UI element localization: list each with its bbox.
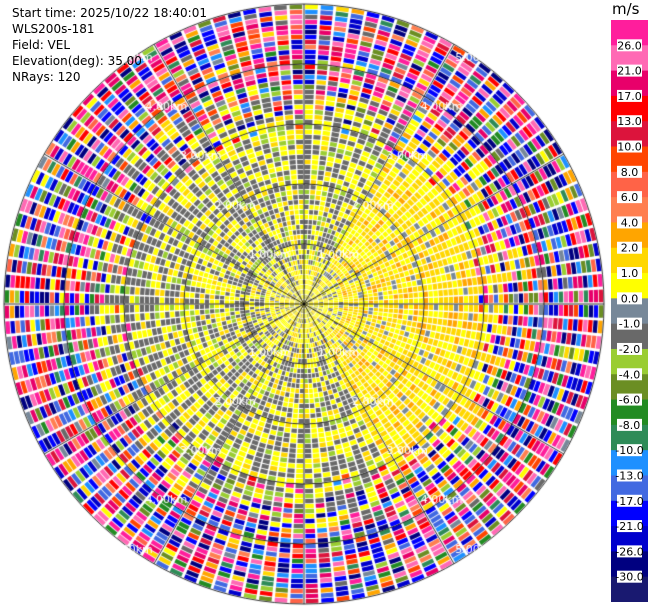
colorbar-tick-bg (617, 494, 642, 507)
colorbar-tick-bg (617, 393, 642, 406)
colorbar-tick-label: -17.0 (615, 495, 643, 508)
colorbar-tick-label: -6.0 (619, 394, 640, 407)
colorbar-tick-bg (617, 342, 642, 355)
colorbar-tick-label: -10.0 (615, 444, 643, 457)
colorbar: 26.0 21.0 17.0 13.0 10.0 8.0 6.0 4.0 2.0 1.0 0.0 -1… (611, 20, 648, 602)
colorbar-tick-label: -30.0 (615, 571, 643, 584)
colorbar-tick-label: 10.0 (617, 141, 642, 154)
colorbar-tick-bg (617, 368, 642, 381)
colorbar-tick-label: 0.0 (621, 292, 639, 305)
colorbar-tick-label: -4.0 (619, 368, 640, 381)
colorbar-tick-bg (617, 64, 642, 77)
colorbar-tick-bg (617, 39, 642, 52)
nrays-label: NRays: 120 (12, 70, 81, 84)
colorbar-tick-bg (617, 317, 642, 330)
instrument-label: WLS200s-181 (12, 22, 95, 36)
colorbar-tick-bg (617, 469, 642, 482)
colorbar-tick-label: -21.0 (615, 520, 643, 533)
colorbar-tick-bg (617, 191, 642, 204)
colorbar-tick-label: 6.0 (621, 191, 639, 204)
colorbar-tick-bg (617, 115, 642, 128)
colorbar-tick-label: -13.0 (615, 469, 643, 482)
colorbar-tick-bg (617, 241, 642, 254)
elevation-label: Elevation(deg): 35.00 (12, 54, 142, 68)
colorbar-tick-bg (617, 89, 642, 102)
colorbar-tick-bg (617, 570, 642, 583)
colorbar-tick-label: -1.0 (619, 318, 640, 331)
colorbar-tick-bg (617, 216, 642, 229)
colorbar-tick-label: 13.0 (617, 115, 642, 128)
colorbar-tick-label: -8.0 (619, 419, 640, 432)
colorbar-tick-label: -2.0 (619, 343, 640, 356)
colorbar-tick-label: 17.0 (617, 90, 642, 103)
colorbar-tick-bg (617, 444, 642, 457)
start-time-label: Start time: 2025/10/22 18:40:01 (12, 6, 207, 20)
colorbar-tick-label: 8.0 (621, 166, 639, 179)
colorbar-tick-label: 2.0 (621, 242, 639, 255)
colorbar-tick-label: 21.0 (617, 65, 642, 78)
field-label: Field: VEL (12, 38, 71, 52)
colorbar-tick-label: 4.0 (621, 216, 639, 229)
ppi-plot (0, 0, 610, 610)
colorbar-unit: m/s (612, 0, 640, 18)
colorbar-tick-bg (617, 545, 642, 558)
colorbar-tick-bg (617, 165, 642, 178)
colorbar-tick-bg (617, 292, 642, 305)
colorbar-tick-label: 1.0 (621, 267, 639, 280)
colorbar-tick-bg (617, 418, 642, 431)
colorbar-tick-label: -26.0 (615, 545, 643, 558)
colorbar-tick-label: 26.0 (617, 39, 642, 52)
colorbar-tick-bg (617, 140, 642, 153)
colorbar-tick-bg (617, 267, 642, 280)
colorbar-tick-bg (617, 520, 642, 533)
